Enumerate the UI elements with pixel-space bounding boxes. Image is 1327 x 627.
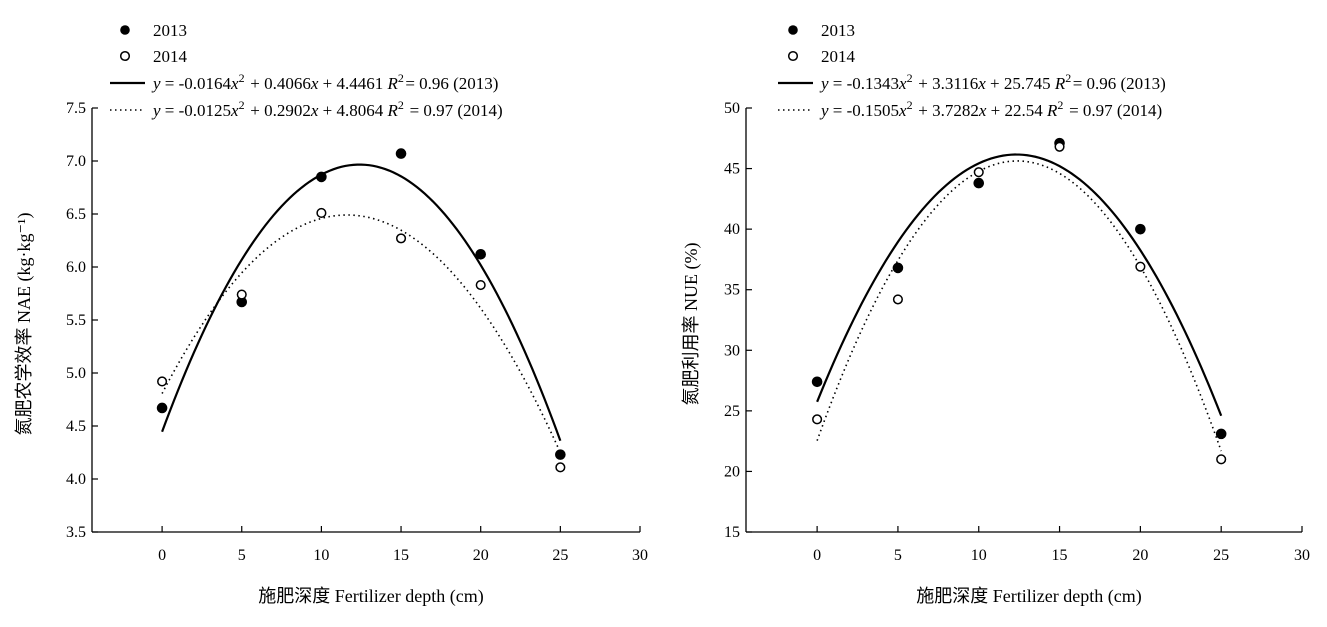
x-tick-label: 15	[393, 547, 409, 564]
legend-marker-2013	[120, 25, 130, 35]
y-tick-label: 7.0	[66, 153, 86, 170]
y-tick-label: 50	[724, 100, 740, 117]
y-axis-title: 氮肥农学效率 NAE (kg·kg⁻¹)	[14, 213, 35, 436]
x-tick-label: 25	[552, 547, 568, 564]
data-point-2014	[892, 294, 903, 305]
x-tick-label: 20	[1132, 547, 1148, 564]
fit-curve-2014	[816, 160, 1222, 452]
y-tick-label: 30	[724, 342, 740, 359]
data-point-2014	[316, 207, 327, 218]
y-tick-label: 5.0	[66, 365, 86, 382]
legend-marker-2014	[787, 50, 799, 62]
data-point-2013	[973, 177, 985, 189]
chart-panel-1: 3.5 4.0 4.5 5.0 5.5 6.0 6.5 7.0 7.5 0 5 10 15 20 25 30 施…	[14, 21, 648, 607]
x-tick-label: 5	[894, 547, 902, 564]
x-axis-title: 施肥深度 Fertilizer depth (cm)	[916, 586, 1141, 607]
data-point-2014	[1135, 261, 1146, 272]
x-tick-label: 10	[313, 547, 329, 564]
x-axis-title: 施肥深度 Fertilizer depth (cm)	[258, 586, 483, 607]
data-point-2014	[1216, 454, 1227, 465]
data-point-2013	[1215, 428, 1227, 440]
chart-panel-2: 15 20 25 30 35 40 45 50 0 5 10 15 20 25 30 施肥深度 Fertili…	[681, 21, 1310, 607]
data-point-2014	[1054, 141, 1065, 152]
x-tick-label: 25	[1213, 547, 1229, 564]
data-point-2014	[973, 167, 984, 178]
y-tick-label: 40	[724, 221, 740, 238]
legend-marker-2013	[788, 25, 798, 35]
data-point-2013	[395, 148, 407, 159]
legend-label-2013: 2013	[821, 21, 855, 40]
y-tick-label: 25	[724, 403, 740, 420]
fit-curve-2013	[161, 163, 562, 442]
fit-curve-2014	[161, 214, 562, 453]
y-tick-label: 3.5	[66, 524, 86, 541]
data-point-2013	[1135, 223, 1146, 235]
x-tick-label: 30	[1294, 547, 1310, 564]
data-point-2014	[395, 233, 407, 244]
data-point-2013	[156, 402, 168, 414]
x-tick-label: 15	[1052, 547, 1068, 564]
legend-equation-2014: y = -0.0125x2 + 0.2902x + 4.8064 R2 = 0.…	[151, 98, 503, 120]
data-point-2014	[236, 289, 247, 300]
data-point-2013	[555, 449, 566, 460]
fit-curve-2013	[816, 153, 1223, 417]
legend-equation-2013: y = -0.0164x2 + 0.4066x + 4.4461 R2 = 0.…	[151, 71, 498, 93]
data-point-2013	[475, 248, 486, 260]
legend-equation-2014: y = -0.1505x2 + 3.7282x + 22.54 R2 = 0.9…	[819, 98, 1162, 120]
y-tick-label: 6.0	[66, 259, 86, 276]
y-tick-label: 5.5	[66, 312, 86, 329]
data-point-2014	[812, 414, 823, 425]
data-point-2013	[316, 171, 327, 183]
x-tick-label: 10	[971, 547, 987, 564]
data-point-2014	[475, 279, 486, 291]
y-tick-label: 7.5	[66, 100, 86, 117]
y-tick-label: 6.5	[66, 206, 86, 223]
x-tick-label: 0	[813, 547, 821, 564]
y-tick-label: 45	[724, 161, 740, 178]
y-tick-label: 35	[724, 282, 740, 299]
legend-label-2014: 2014	[153, 47, 188, 66]
x-tick-label: 20	[473, 547, 489, 564]
legend-label-2014: 2014	[821, 47, 856, 66]
data-point-2013	[892, 262, 904, 274]
data-point-2014	[157, 376, 168, 387]
legend-equation-2013: y = -0.1343x2 + 3.3116x + 25.745 R2 = 0.…	[819, 71, 1166, 93]
data-point-2013	[811, 376, 823, 388]
x-tick-label: 30	[632, 547, 648, 564]
y-axis-title: 氮肥利用率 NUE (%)	[681, 243, 702, 406]
y-tick-label: 4.0	[66, 471, 86, 488]
x-tick-label: 5	[238, 547, 246, 564]
x-tick-label: 0	[158, 547, 166, 564]
data-point-2014	[555, 462, 566, 473]
legend-label-2013: 2013	[153, 21, 187, 40]
y-tick-label: 15	[724, 524, 740, 541]
y-tick-label: 4.5	[66, 418, 86, 435]
legend-marker-2014	[119, 50, 131, 62]
y-tick-label: 20	[724, 463, 740, 480]
